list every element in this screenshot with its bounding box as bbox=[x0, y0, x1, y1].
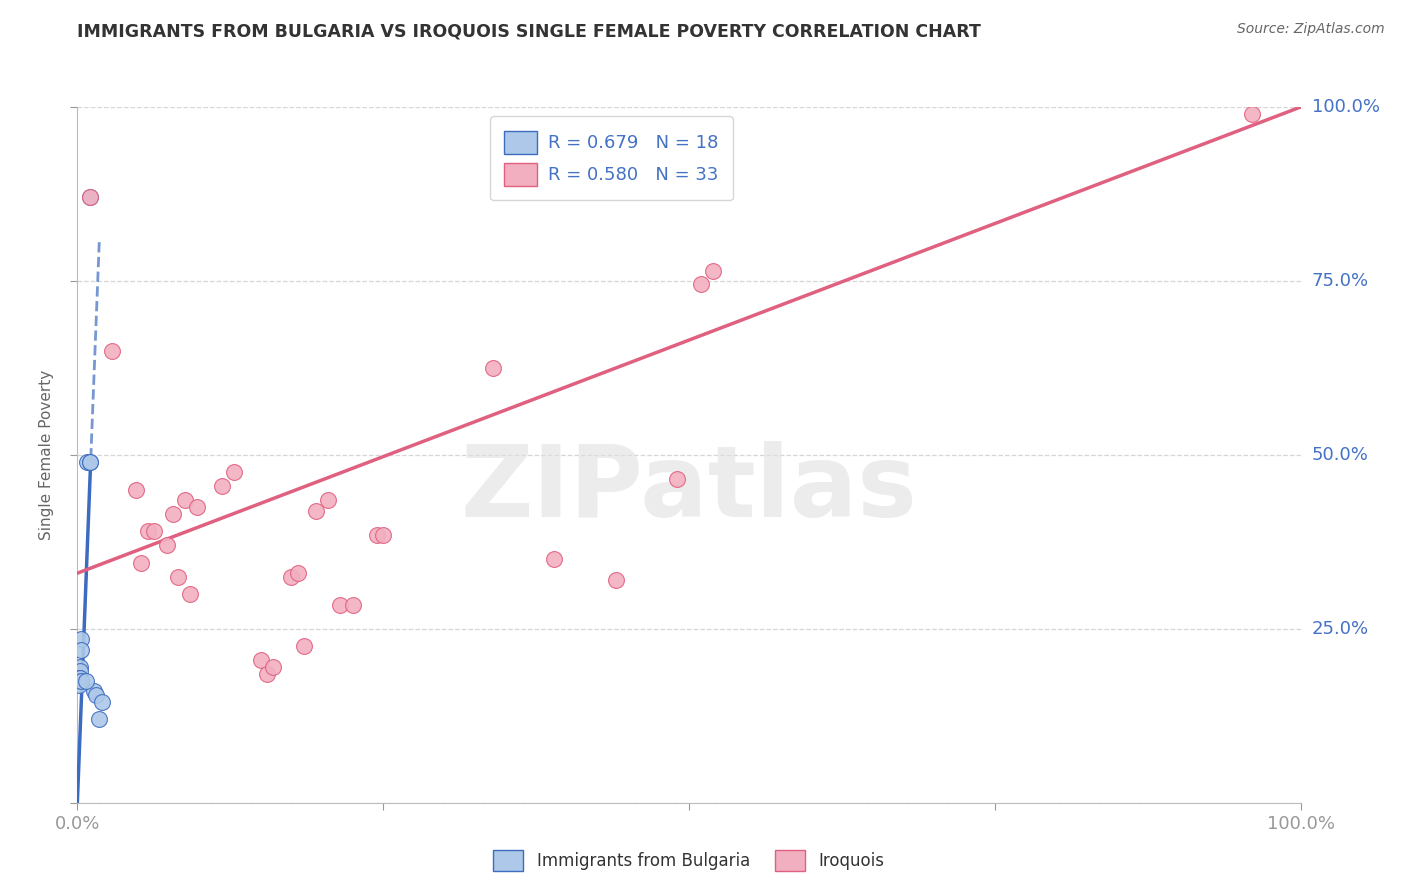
Point bbox=[84, 688, 107, 702]
Point bbox=[70, 632, 93, 647]
Point bbox=[316, 493, 339, 508]
Point bbox=[143, 524, 166, 539]
Point bbox=[702, 263, 724, 277]
Point bbox=[186, 500, 208, 514]
Point bbox=[287, 566, 309, 581]
Point bbox=[69, 664, 91, 678]
Point bbox=[79, 190, 101, 204]
Point bbox=[250, 653, 273, 667]
Point bbox=[79, 455, 101, 469]
Point bbox=[371, 528, 394, 542]
Point bbox=[69, 660, 91, 674]
Point bbox=[83, 684, 105, 698]
Point bbox=[70, 642, 93, 657]
Point bbox=[67, 677, 90, 691]
Point bbox=[292, 639, 315, 653]
Point bbox=[100, 343, 122, 358]
Point bbox=[1240, 107, 1263, 121]
Text: 100.0%: 100.0% bbox=[1312, 98, 1379, 116]
Text: ZIPatlas: ZIPatlas bbox=[461, 442, 917, 538]
Point bbox=[67, 671, 90, 685]
Point bbox=[79, 455, 101, 469]
Point bbox=[162, 507, 184, 521]
Point bbox=[69, 671, 91, 685]
Point bbox=[129, 556, 152, 570]
Point bbox=[89, 712, 111, 726]
Legend: Immigrants from Bulgaria, Iroquois: Immigrants from Bulgaria, Iroquois bbox=[486, 843, 891, 878]
Text: 75.0%: 75.0% bbox=[1312, 272, 1369, 290]
Point bbox=[280, 570, 302, 584]
Point bbox=[179, 587, 201, 601]
Point bbox=[90, 695, 112, 709]
Point bbox=[67, 674, 90, 689]
Point bbox=[75, 674, 97, 689]
Point bbox=[222, 466, 245, 480]
Point bbox=[256, 667, 278, 681]
Point bbox=[665, 472, 688, 486]
Point bbox=[342, 598, 364, 612]
Point bbox=[605, 573, 627, 587]
Point bbox=[262, 660, 284, 674]
Point bbox=[174, 493, 197, 508]
Point bbox=[690, 277, 713, 292]
Point bbox=[125, 483, 148, 497]
Point bbox=[329, 598, 352, 612]
Point bbox=[136, 524, 159, 539]
Point bbox=[76, 455, 98, 469]
Point bbox=[482, 360, 505, 375]
Text: IMMIGRANTS FROM BULGARIA VS IROQUOIS SINGLE FEMALE POVERTY CORRELATION CHART: IMMIGRANTS FROM BULGARIA VS IROQUOIS SIN… bbox=[77, 22, 981, 40]
Point bbox=[166, 570, 188, 584]
Y-axis label: Single Female Poverty: Single Female Poverty bbox=[39, 370, 55, 540]
Text: 50.0%: 50.0% bbox=[1312, 446, 1368, 464]
Point bbox=[305, 503, 328, 517]
Point bbox=[366, 528, 388, 542]
Point bbox=[156, 538, 179, 552]
Point bbox=[70, 674, 93, 689]
Point bbox=[543, 552, 565, 566]
Text: Source: ZipAtlas.com: Source: ZipAtlas.com bbox=[1237, 22, 1385, 37]
Text: 25.0%: 25.0% bbox=[1312, 620, 1369, 638]
Point bbox=[79, 190, 101, 204]
Point bbox=[211, 479, 233, 493]
